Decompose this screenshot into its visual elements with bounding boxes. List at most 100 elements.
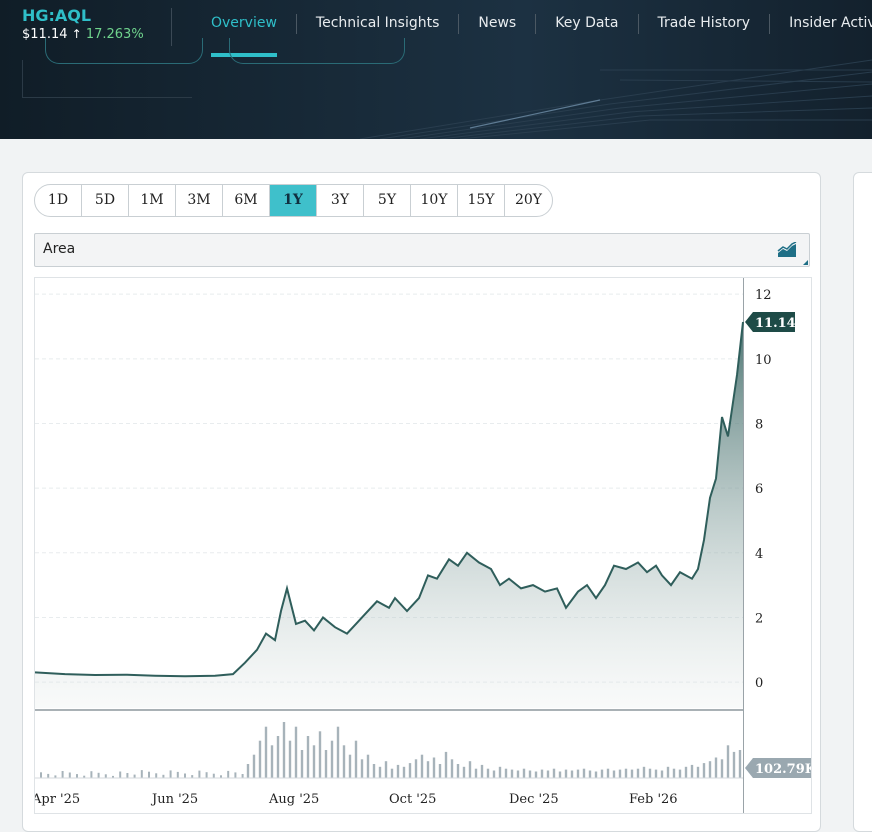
volume-bar [540,769,544,778]
volume-bar [288,740,292,778]
volume-bar [444,751,448,778]
y-tick-label: 8 [755,417,763,432]
volume-bar [534,771,538,778]
volume-bar [402,766,406,778]
volume-bar [504,768,508,778]
tab-trade-history[interactable]: Trade History [657,15,751,31]
volume-bar [498,766,502,778]
volume-bar [76,774,78,778]
volume-bar [720,759,724,778]
last-price-label: 11.14 [755,316,796,331]
range-6m-button[interactable]: 6M [223,185,270,216]
range-1m-button[interactable]: 1M [129,185,176,216]
chart-type-select[interactable]: Area [34,233,810,267]
volume-bar [40,772,42,778]
volume-bar [318,731,322,778]
volume-bar [112,775,114,778]
header-action-button[interactable] [229,38,405,64]
y-tick-label: 10 [755,353,772,368]
x-tick-label: Apr '25 [35,792,80,807]
volume-bar [546,770,550,778]
range-1d-button[interactable]: 1D [35,185,82,216]
last-volume-tag [745,758,811,778]
volume-bar [184,773,186,778]
volume-bar [104,774,107,778]
volume-bar [348,754,352,778]
volume-bar [342,745,346,778]
volume-bar [456,764,460,778]
volume-bar [176,771,179,778]
volume-bar [252,754,256,778]
header-action-button[interactable] [45,38,203,64]
volume-bar [624,768,628,778]
volume-bar [522,768,526,778]
x-tick-label: Oct '25 [389,792,436,807]
volume-bar [702,763,706,778]
volume-bar [169,770,172,778]
volume-bar [306,736,310,778]
nav-separator [769,14,771,34]
volume-bar [378,766,382,778]
volume-bar [324,750,328,778]
range-3y-button[interactable]: 3Y [317,185,364,216]
volume-bar [558,771,562,778]
main-nav: Overview Technical Insights News Key Dat… [192,0,872,60]
select-corner-indicator [803,260,808,265]
volume-bar [126,773,129,778]
volume-bar [234,772,237,778]
volume-bar [360,759,364,778]
header-divider [171,8,172,46]
volume-bar [241,774,244,778]
volume-bar [516,770,520,778]
header-background-graphic [0,0,872,139]
tab-technical-insights[interactable]: Technical Insights [315,15,440,31]
range-5d-button[interactable]: 5D [82,185,129,216]
volume-bar [300,750,304,778]
volume-bar [480,764,484,778]
volume-bar [205,772,208,778]
volume-bar [61,771,64,778]
tab-insider-activity[interactable]: Insider Activ [789,15,872,31]
volume-bar [432,757,436,778]
volume-bar [552,768,556,778]
volume-bar [630,769,634,778]
range-20y-button[interactable]: 20Y [514,192,543,208]
volume-bar [408,763,412,778]
tab-key-data[interactable]: Key Data [555,15,619,31]
range-15y-button[interactable]: 15Y [458,185,505,216]
range-10y-button[interactable]: 10Y [411,185,458,216]
x-tick-label: Feb '26 [629,792,678,807]
volume-bar [492,770,496,778]
volume-bar [119,771,122,778]
volume-bar [708,761,712,778]
volume-bar [642,766,646,778]
tab-overview[interactable]: Overview [192,0,296,60]
volume-bar [97,772,100,778]
volume-bar [672,768,676,778]
tab-news[interactable]: News [478,15,517,31]
range-5y-button[interactable]: 5Y [364,185,411,216]
volume-bar [474,768,478,778]
volume-bar [738,750,742,778]
side-card [853,172,872,832]
volume-bar [684,766,688,778]
price-chart-svg: 0 2 4 6 8 10 12 11.14 102.79K Apr '25 Jun '25 Aug '… [31,278,817,813]
volume-bar [588,770,592,778]
volume-bar [468,761,472,778]
volume-bar [612,770,616,778]
nav-separator [637,14,639,34]
range-selector: 1D 5D 1M 3M 6M 1Y 3Y 5Y 10Y 15Y 20Y [34,184,553,217]
volume-bar [648,768,652,778]
volume-bar [678,769,682,778]
price-line [34,321,744,678]
price-chart[interactable]: 0 2 4 6 8 10 12 11.14 102.79K Apr '25 Jun '25 Aug '… [31,277,817,814]
volume-bar [696,766,700,778]
range-3m-button[interactable]: 3M [176,185,223,216]
volume-bar [155,773,158,778]
volume-bar [312,745,316,778]
volume-bar [414,759,418,778]
volume-bar [47,773,50,778]
volume-bar [462,766,466,778]
ticker-symbol: HG:AQL [22,6,92,25]
range-1y-button[interactable]: 1Y [270,185,317,216]
